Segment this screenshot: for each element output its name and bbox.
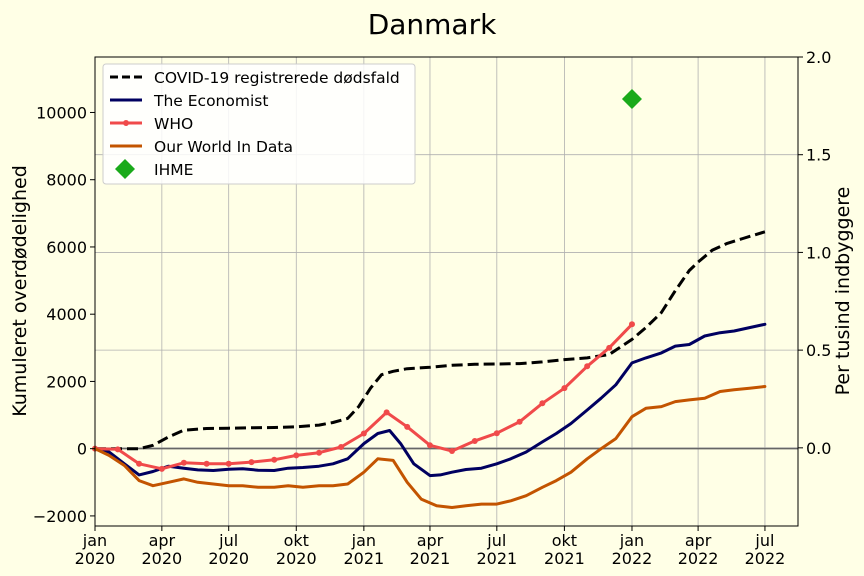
x-tick-label-month: apr	[149, 531, 176, 550]
who-point	[225, 460, 232, 467]
y-tick-label-right: 1.5	[806, 146, 831, 165]
x-tick-label-year: 2021	[544, 549, 585, 568]
who-point	[293, 452, 300, 459]
who-point	[360, 430, 367, 437]
x-tick-label-year: 2022	[612, 549, 653, 568]
x-tick-label-year: 2020	[141, 549, 182, 568]
chart-title: Danmark	[368, 8, 497, 41]
y-tick-label: 4000	[46, 305, 87, 324]
who-point	[158, 465, 165, 472]
x-tick-label-month: jul	[486, 531, 506, 550]
y-tick-label-right: 0.5	[806, 341, 831, 360]
x-tick-label-month: jul	[218, 531, 238, 550]
y-tick-label: 8000	[46, 171, 87, 190]
y-tick-label: 10000	[36, 103, 87, 122]
who-point	[383, 409, 390, 416]
x-tick-label-year: 2022	[678, 549, 719, 568]
y-tick-label-right: 0.0	[806, 439, 831, 458]
plot-frame	[94, 56, 799, 527]
who-point	[516, 418, 523, 425]
who-point	[426, 442, 433, 449]
x-tick-label-year: 2021	[410, 549, 451, 568]
who-point	[539, 400, 546, 407]
who-point	[449, 448, 456, 455]
who-point	[606, 344, 613, 351]
who-point	[271, 456, 278, 463]
our-world-in-data-line	[93, 385, 767, 509]
who-point	[338, 443, 345, 450]
who-point	[404, 423, 411, 430]
x-tick-label-year: 2020	[208, 549, 249, 568]
x-tick-label-year: 2021	[476, 549, 517, 568]
y-tick-label-right: 2.0	[806, 48, 831, 67]
who-point	[316, 449, 323, 456]
x-tick-label-month: okt	[552, 531, 577, 550]
who-point	[471, 437, 478, 444]
who-point	[628, 321, 635, 328]
legend-who-marker	[123, 120, 129, 126]
who-point	[114, 446, 121, 453]
covid-19-registrerede-d-dsfald-line	[95, 230, 766, 451]
legend-who-label: WHO	[154, 115, 193, 133]
legend-box	[102, 63, 416, 185]
x-tick-label-month: jan	[619, 531, 644, 550]
who-point	[248, 459, 255, 466]
who-point	[136, 460, 143, 467]
x-tick-label-year: 2020	[75, 549, 116, 568]
y-tick-label: −2000	[33, 507, 87, 526]
who-point	[584, 363, 591, 370]
ihme-marker	[621, 89, 642, 110]
who-point	[493, 430, 500, 437]
who-point	[561, 385, 568, 392]
series-layer	[92, 89, 767, 509]
y-tick-label: 2000	[46, 372, 87, 391]
legend-covid-19-registrerede-d-dsfald-label: COVID-19 registrerede dødsfald	[154, 69, 400, 87]
axes: jan2020apr2020jul2020okt2020jan2021apr20…	[33, 48, 832, 568]
who-point	[203, 460, 210, 467]
y-axis-label: Kumuleret overdødelighed	[9, 165, 31, 417]
x-tick-label-month: apr	[685, 531, 712, 550]
x-tick-label-year: 2022	[745, 549, 786, 568]
y-axis-label-right: Per tusind indbyggere	[832, 187, 854, 396]
legend-the-economist-label: The Economist	[153, 92, 268, 110]
y-tick-label: 0	[77, 440, 87, 459]
legend-ihme-swatch	[115, 159, 135, 179]
legend-ihme-label: IHME	[154, 161, 193, 179]
x-tick-label-month: jan	[82, 531, 107, 550]
x-tick-label-year: 2020	[276, 549, 317, 568]
x-tick-label-month: jan	[351, 531, 376, 550]
y-tick-label-right: 1.0	[806, 243, 831, 262]
legend: COVID-19 registrerede dødsfald The Econom…	[102, 63, 416, 185]
x-tick-label-year: 2021	[343, 549, 384, 568]
x-tick-label-month: jul	[754, 531, 774, 550]
y-tick-label: 6000	[46, 238, 87, 257]
x-tick-label-month: okt	[284, 531, 309, 550]
legend-our-world-in-data-label: Our World In Data	[154, 138, 293, 156]
x-tick-label-month: apr	[417, 531, 444, 550]
who-point	[180, 459, 187, 466]
the-economist-line	[93, 322, 767, 478]
